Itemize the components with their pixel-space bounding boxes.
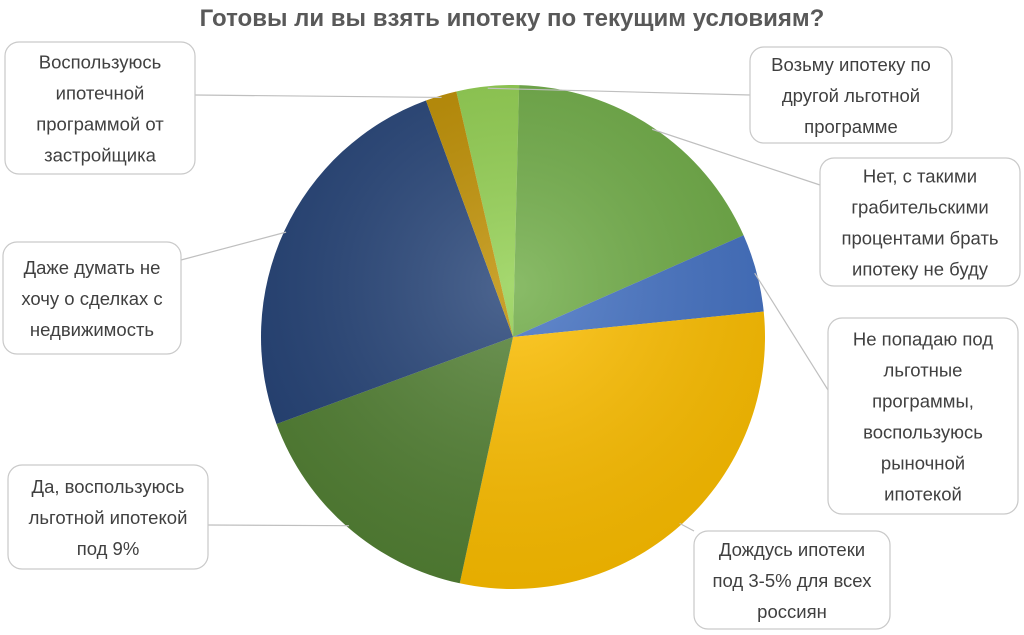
callout-text-line: другой льготной [782, 85, 920, 106]
callout-text-line: воспользуюсь [863, 422, 983, 443]
callout-labels: Возьму ипотеку по другой льготной программ… [2, 41, 1021, 630]
leader-lines [180, 87, 829, 532]
callout-box-1 [819, 157, 1021, 287]
callout-text-line: льготные [884, 360, 963, 381]
callout-text-line: недвижимость [30, 319, 154, 340]
data-label-4: Да, воспользуюсь льготной ипотекой под 9% [7, 464, 209, 570]
callout-text-line: рыночной [881, 453, 965, 474]
callout-text-line: россиян [757, 601, 827, 622]
callout-box-5 [2, 241, 182, 355]
callout-box-3 [693, 530, 891, 630]
callout-text-line: Воспользуюсь [39, 52, 162, 73]
callout-text-line: грабительскими [851, 197, 988, 218]
data-label-3: Дождусь ипотеки под 3-5% для всех россиян [693, 530, 891, 630]
pie-slices [261, 85, 765, 589]
callout-text-line: под 3-5% для всех [713, 570, 873, 591]
leader-line-5 [180, 231, 287, 261]
callout-text-line: Нет, с такими [863, 166, 977, 187]
callout-text-line: под 9% [77, 538, 140, 559]
callout-text-line: ипотечной [56, 83, 145, 104]
callout-box-0 [749, 46, 953, 144]
callout-text-line: Возьму ипотеку по [771, 54, 931, 75]
callout-text-line: застройщика [44, 145, 156, 166]
leader-line-0 [487, 87, 751, 96]
callout-text-line: хочу о сделках с [21, 288, 162, 309]
callout-box-6 [4, 41, 196, 175]
data-label-1: Нет, с такими грабительскими процентами бр… [819, 157, 1021, 287]
callout-text-line: программе [804, 116, 898, 137]
callout-text-line: процентами брать [841, 228, 998, 249]
callout-text-line: программы, [872, 391, 974, 412]
callout-text-line: программой от [36, 114, 164, 135]
data-label-5: Даже думать не хочу о сделках с недвижимос… [2, 241, 182, 355]
data-label-6: Воспользуюсь ипотечной программой от застро… [4, 41, 196, 175]
callout-text-line: Да, воспользуюсь [32, 476, 185, 497]
leader-line-3 [679, 522, 695, 532]
callout-text-line: Даже думать не [24, 257, 161, 278]
leader-line-6 [194, 94, 442, 99]
callout-text-line: ипотеку не буду [852, 259, 989, 280]
callout-text-line: льготной ипотекой [29, 507, 188, 528]
leader-line-2 [754, 272, 829, 391]
leader-line-4 [207, 524, 349, 527]
leader-line-1 [651, 128, 821, 186]
data-label-2: Не попадаю под льготные программы, воспольз… [827, 317, 1019, 515]
callout-text-line: ипотекой [884, 484, 962, 505]
chart-title: Готовы ли вы взять ипотеку по текущим ус… [200, 5, 825, 32]
data-label-0: Возьму ипотеку по другой льготной программ… [749, 46, 953, 144]
callout-box-4 [7, 464, 209, 570]
callout-text-line: Дождусь ипотеки [719, 539, 865, 560]
callout-box-2 [827, 317, 1019, 515]
callout-text-line: Не попадаю под [853, 329, 993, 350]
